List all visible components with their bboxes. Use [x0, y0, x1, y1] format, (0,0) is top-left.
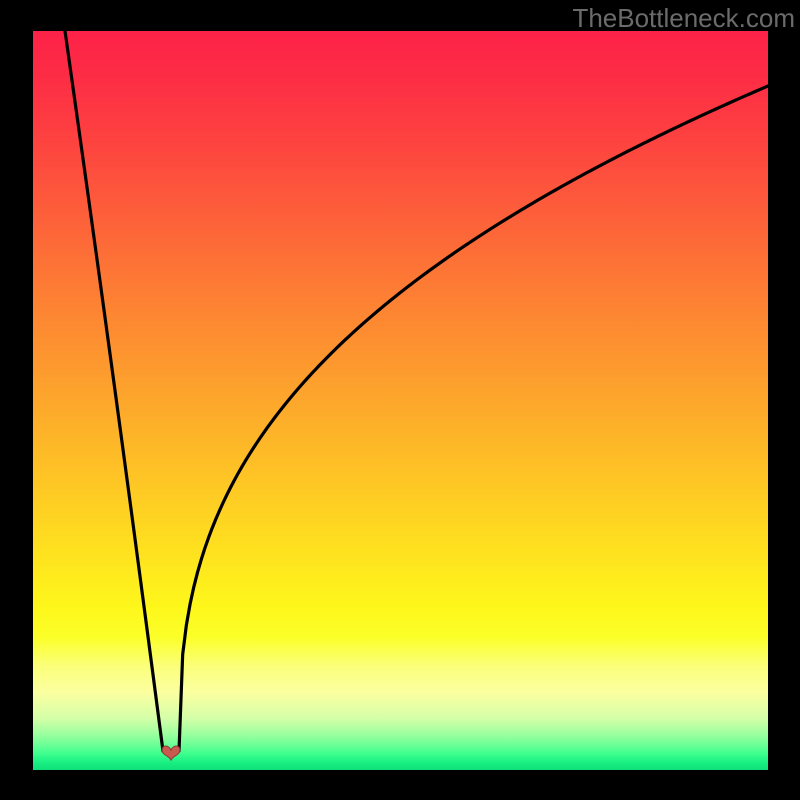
watermark-text: TheBottleneck.com	[572, 3, 795, 34]
chart-frame: TheBottleneck.com	[0, 0, 800, 800]
bottleneck-curve-chart	[0, 0, 800, 800]
plot-background	[33, 31, 768, 770]
